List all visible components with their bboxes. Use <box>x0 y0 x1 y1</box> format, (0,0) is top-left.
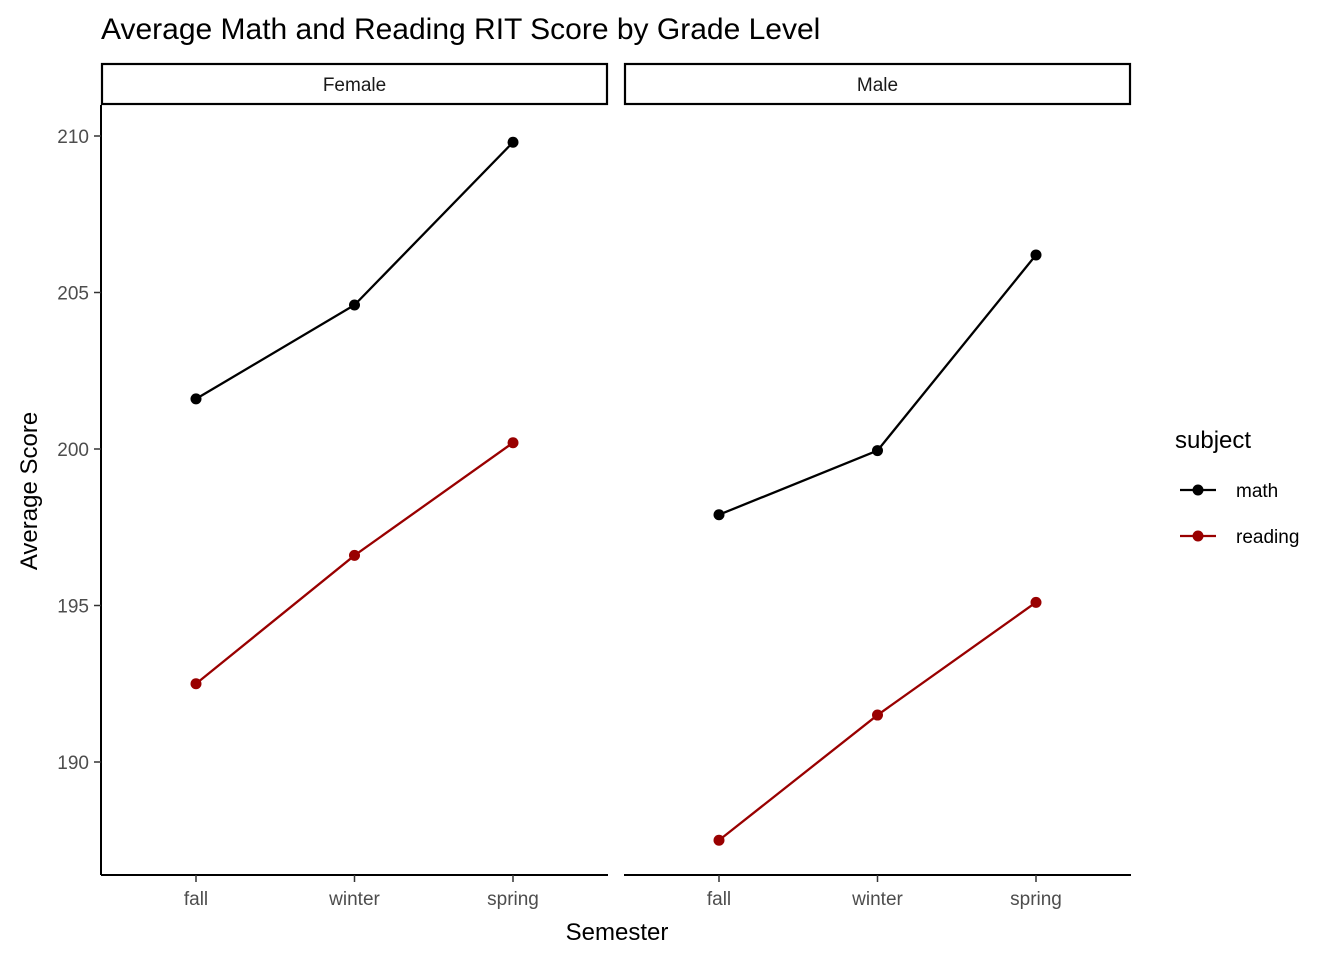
data-point-math <box>713 509 725 521</box>
x-tick-label: fall <box>707 889 731 910</box>
legend-item-math: math <box>1180 481 1278 502</box>
data-point-math <box>349 299 360 311</box>
series-line-reading <box>718 601 1037 842</box>
legend-key-point <box>1192 484 1204 496</box>
legend-label: reading <box>1236 527 1299 548</box>
facet-label: Male <box>857 75 898 96</box>
legend-title: subject <box>1175 427 1251 454</box>
data-point-math <box>190 393 202 405</box>
data-point-math <box>1030 249 1042 261</box>
chart-title: Average Math and Reading RIT Score by Gr… <box>101 13 820 46</box>
legend: subject math reading <box>1175 427 1299 548</box>
series-line-math <box>718 254 1037 516</box>
x-tick-label: winter <box>328 889 380 910</box>
data-point-reading <box>190 678 202 690</box>
series-line-reading <box>195 441 514 685</box>
data-point-reading <box>1030 596 1042 608</box>
facet-strip <box>100 62 609 106</box>
facet-label: Female <box>323 75 386 96</box>
y-tick-label: 190 <box>57 753 89 774</box>
data-point-reading <box>872 709 883 721</box>
panel-female: Female fall winter spring 190 195 200 205 210 <box>57 62 609 910</box>
facet-strip <box>623 62 1132 106</box>
x-tick-label: winter <box>851 889 903 910</box>
data-point-reading <box>713 834 725 846</box>
data-point-reading <box>507 437 519 449</box>
x-axis-title: Semester <box>566 919 669 946</box>
legend-item-reading: reading <box>1180 527 1299 548</box>
panel-male: Male fall winter spring <box>623 62 1132 910</box>
x-tick-label: fall <box>184 889 208 910</box>
y-tick-label: 205 <box>57 284 89 305</box>
data-point-reading <box>349 549 360 561</box>
y-tick-label: 200 <box>57 440 89 461</box>
facet-panels: Female fall winter spring 190 195 200 205 210 Mal… <box>57 62 1132 910</box>
y-tick-label: 210 <box>57 127 89 148</box>
data-point-math <box>507 136 519 148</box>
data-point-math <box>872 445 883 457</box>
x-tick-label: spring <box>487 889 539 910</box>
legend-label: math <box>1236 481 1278 502</box>
x-tick-label: spring <box>1010 889 1062 910</box>
y-axis-title: Average Score <box>16 412 43 570</box>
y-tick-label: 195 <box>57 597 89 618</box>
series-line-math <box>195 141 514 400</box>
legend-key-point <box>1192 530 1204 542</box>
